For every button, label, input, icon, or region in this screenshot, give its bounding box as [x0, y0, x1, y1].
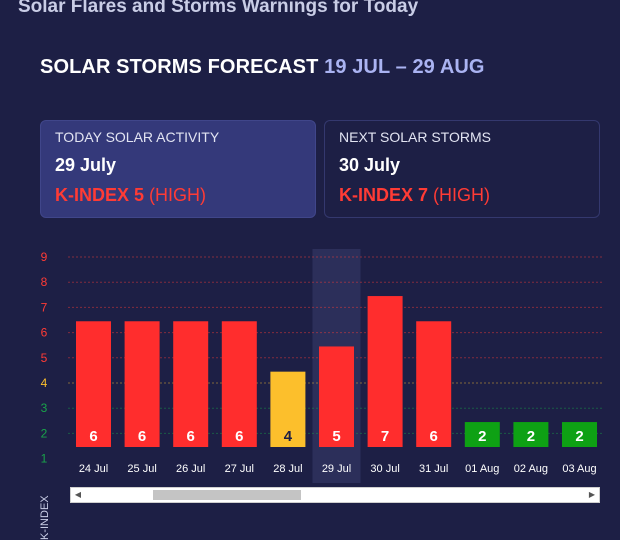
today-activity-card: TODAY SOLAR ACTIVITY 29 July K-INDEX 5 (… — [40, 120, 316, 218]
bar-value-label: 4 — [284, 428, 293, 445]
x-tick-label: 26 Jul — [176, 463, 205, 475]
bar — [173, 321, 209, 447]
chart-horizontal-scrollbar[interactable]: ◀ ▶ — [70, 487, 600, 503]
y-tick-label: 3 — [41, 401, 48, 415]
bar-value-label: 6 — [89, 428, 97, 445]
next-kindex-level: (HIGH) — [433, 185, 491, 205]
kindex-bar-chart: 1 2 3 4 5 6 7 8 9 6 24 Jul 6 25 Jul 6 26 Jul 6 27 Jul 4 28… — [41, 249, 602, 483]
bar-value-label: 6 — [138, 428, 146, 445]
today-kindex-level: (HIGH) — [149, 185, 207, 205]
bar-value-label: 6 — [430, 428, 438, 445]
forecast-date-range: 19 JUL – 29 AUG — [324, 56, 485, 78]
bar-value-label: 6 — [235, 428, 243, 445]
x-tick-label: 28 Jul — [273, 463, 302, 475]
y-tick-label: 7 — [41, 300, 48, 314]
scroll-left-arrow-icon[interactable]: ◀ — [74, 490, 82, 499]
today-kindex-value: K-INDEX 5 — [55, 185, 145, 205]
bar-value-label: 5 — [332, 428, 340, 445]
y-tick-label: 6 — [41, 326, 48, 340]
y-tick-label: 4 — [41, 376, 48, 390]
bar — [464, 422, 500, 447]
bar — [513, 422, 549, 447]
scroll-thumb[interactable] — [153, 490, 301, 500]
y-axis-title: K-INDEX — [33, 495, 59, 540]
bar — [221, 321, 257, 447]
page-heading: Solar Flares and Storms Warnings for Tod… — [18, 0, 419, 17]
x-tick-label: 25 Jul — [127, 463, 156, 475]
bar — [124, 321, 160, 447]
bar — [367, 296, 403, 447]
bar-value-label: 6 — [187, 428, 195, 445]
x-tick-label: 30 Jul — [370, 463, 399, 475]
y-tick-label: 1 — [41, 452, 48, 466]
x-tick-label: 27 Jul — [225, 463, 254, 475]
bar-value-label: 2 — [478, 428, 486, 445]
bar-value-label: 2 — [527, 428, 535, 445]
today-activity-date: 29 July — [55, 155, 117, 175]
y-tick-label: 5 — [41, 351, 48, 365]
x-tick-label: 29 Jul — [322, 463, 351, 475]
forecast-title: SOLAR STORMS FORECAST 19 JUL – 29 AUG — [40, 56, 485, 79]
bar — [270, 371, 306, 447]
y-tick-label: 9 — [41, 250, 48, 264]
bar — [562, 422, 597, 447]
x-tick-label: 31 Jul — [419, 463, 448, 475]
next-storms-date: 30 July — [339, 155, 401, 175]
next-storms-label: NEXT SOLAR STORMS — [339, 129, 491, 145]
bar-value-label: 2 — [575, 428, 583, 445]
y-tick-label: 2 — [41, 426, 48, 440]
next-kindex-value: K-INDEX 7 — [339, 185, 429, 205]
y-axis-title-text: K-INDEX — [39, 495, 51, 540]
next-storms-card: NEXT SOLAR STORMS 30 July K-INDEX 7 (HIG… — [324, 120, 600, 218]
bar-value-label: 7 — [381, 428, 389, 445]
bar — [416, 321, 452, 447]
x-tick-label: 01 Aug — [465, 463, 499, 475]
x-tick-label: 24 Jul — [79, 463, 108, 475]
today-activity-label: TODAY SOLAR ACTIVITY — [55, 129, 220, 145]
bar — [76, 321, 111, 447]
x-tick-label: 02 Aug — [514, 463, 548, 475]
scroll-right-arrow-icon[interactable]: ▶ — [588, 490, 596, 499]
next-kindex-line: K-INDEX 7 (HIGH) — [339, 185, 585, 206]
today-kindex-line: K-INDEX 5 (HIGH) — [55, 185, 301, 206]
y-tick-label: 8 — [41, 275, 48, 289]
x-tick-label: 03 Aug — [562, 463, 596, 475]
bar — [319, 346, 354, 447]
forecast-title-text: SOLAR STORMS FORECAST — [40, 56, 319, 78]
